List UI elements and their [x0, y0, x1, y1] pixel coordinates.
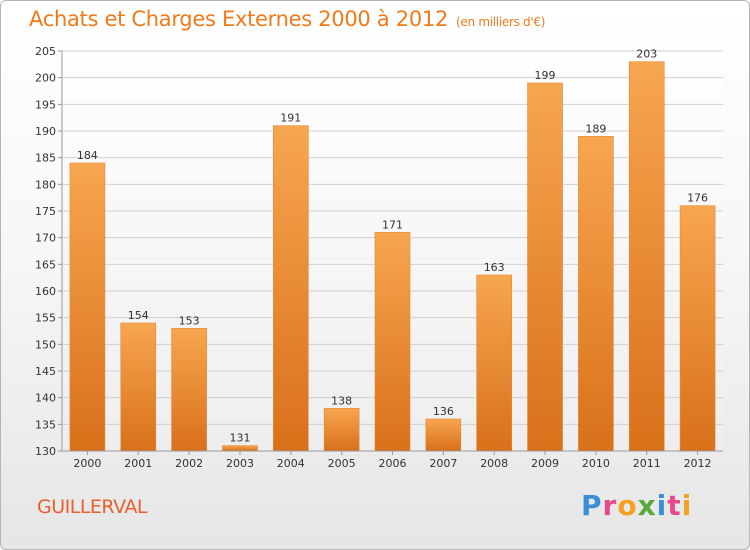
y-tick-label: 205	[35, 45, 56, 58]
brand-letter: r	[602, 489, 618, 522]
data-label-2004: 191	[280, 112, 301, 125]
data-label-2008: 163	[484, 261, 505, 274]
x-tick-label-2005: 2005	[328, 457, 356, 470]
brand-letter: i	[656, 489, 668, 522]
bar-2005	[323, 408, 360, 452]
brand-logo: Proxiti	[581, 489, 692, 522]
y-tick-label: 200	[35, 72, 56, 85]
x-tick-label-2007: 2007	[429, 457, 457, 470]
x-tick-label-2012: 2012	[684, 457, 712, 470]
x-axis-ticks: 2000 2001 2002 2003 2004 2005 2006 2007 2008 2009…	[73, 451, 712, 470]
bar-2009	[527, 82, 563, 452]
data-label-2002: 153	[179, 314, 200, 327]
chart-unit: (en milliers d'€)	[456, 15, 546, 29]
data-label-2012: 176	[687, 192, 708, 205]
x-tick-label-2004: 2004	[277, 457, 305, 470]
city-name: GUILLERVAL	[37, 496, 147, 518]
bar-2006	[374, 232, 411, 452]
x-tick-label-2002: 2002	[175, 457, 203, 470]
bar-2003	[222, 445, 258, 452]
brand-letter: P	[581, 489, 603, 522]
y-tick-label: 190	[35, 125, 56, 138]
bar-2012	[679, 205, 716, 452]
y-tick-label: 130	[35, 445, 56, 458]
bar-2004	[273, 125, 309, 452]
bar-2011	[628, 61, 665, 452]
data-label-2006: 171	[382, 218, 403, 231]
y-tick-label: 135	[35, 418, 56, 431]
x-tick-label-2001: 2001	[124, 457, 152, 470]
y-tick-label: 165	[35, 258, 56, 271]
x-tick-label-2000: 2000	[73, 457, 101, 470]
y-tick-label: 140	[35, 392, 56, 405]
brand-letter: t	[667, 489, 682, 522]
data-labels: 184 154 153 131 191 138 171 136 163 199 189 203 176	[77, 48, 708, 445]
x-tick-label-2006: 2006	[379, 457, 407, 470]
y-tick-label: 195	[35, 98, 56, 111]
x-tick-label-2010: 2010	[582, 457, 610, 470]
bar-2000	[69, 162, 106, 452]
y-tick-label: 160	[35, 285, 56, 298]
x-tick-label-2011: 2011	[633, 457, 661, 470]
y-tick-label: 145	[35, 365, 56, 378]
bar-2007	[425, 418, 462, 452]
bar-2002	[171, 328, 207, 452]
data-label-2003: 131	[229, 432, 250, 445]
brand-letter: x	[637, 489, 657, 522]
y-tick-label: 180	[35, 178, 56, 191]
y-tick-label: 170	[35, 232, 56, 245]
bar-2001	[120, 322, 157, 452]
y-tick-label: 175	[35, 205, 56, 218]
bars	[69, 61, 716, 452]
data-label-2009: 199	[535, 69, 556, 82]
data-label-2001: 154	[128, 309, 149, 322]
chart-title-text: Achats et Charges Externes 2000 à 2012	[29, 7, 449, 31]
data-label-2000: 184	[77, 149, 98, 162]
x-tick-label-2003: 2003	[226, 457, 254, 470]
brand-letter: i	[681, 489, 693, 522]
y-axis-ticks: 130 135 140 145 150 155 160 165 170 175 180 185 190 1…	[35, 45, 62, 458]
y-tick-label: 155	[35, 312, 56, 325]
data-label-2011: 203	[636, 48, 657, 61]
y-tick-label: 150	[35, 338, 56, 351]
brand-letter: o	[617, 489, 638, 522]
bar-2010	[578, 136, 614, 452]
x-tick-label-2008: 2008	[480, 457, 508, 470]
data-label-2010: 189	[585, 122, 606, 135]
chart-title: Achats et Charges Externes 2000 à 2012 (e…	[29, 7, 545, 31]
bar-2008	[476, 274, 512, 452]
data-label-2007: 136	[433, 405, 454, 418]
data-label-2005: 138	[331, 394, 352, 407]
x-tick-label-2009: 2009	[531, 457, 559, 470]
y-tick-label: 185	[35, 152, 56, 165]
